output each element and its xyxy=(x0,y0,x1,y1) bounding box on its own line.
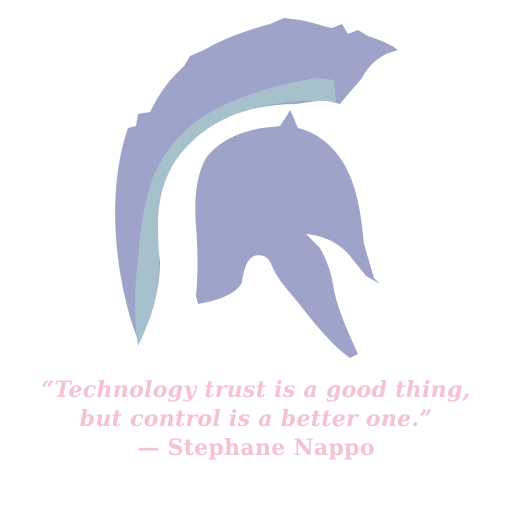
helmet-band xyxy=(135,78,336,346)
quote-line-2: but control is a better one.” xyxy=(79,406,433,432)
quote-attribution: — Stephane Nappo xyxy=(137,435,375,461)
quote-text: “Technology trust is a good thing, but c… xyxy=(0,376,512,463)
spartan-helmet-icon xyxy=(115,18,398,358)
helmet-dome xyxy=(195,110,380,358)
quote-line-1: “Technology trust is a good thing, xyxy=(41,377,471,403)
